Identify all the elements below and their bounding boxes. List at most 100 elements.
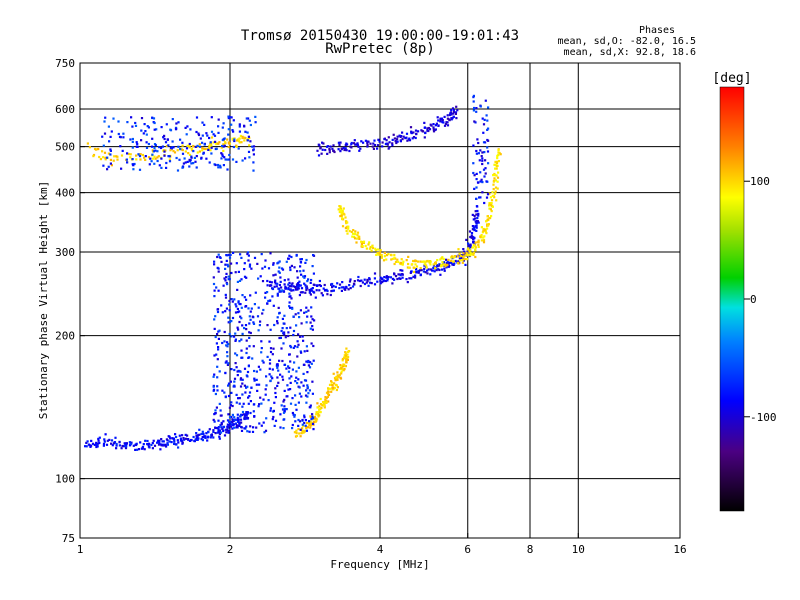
data-point bbox=[385, 275, 388, 278]
data-point bbox=[232, 145, 235, 149]
data-point bbox=[288, 353, 291, 356]
data-point bbox=[265, 375, 268, 378]
data-point bbox=[306, 349, 309, 352]
data-point bbox=[293, 414, 296, 417]
data-point bbox=[337, 208, 340, 211]
data-point bbox=[471, 246, 474, 249]
data-point bbox=[468, 250, 471, 253]
data-point bbox=[230, 415, 233, 419]
data-point bbox=[295, 253, 298, 257]
data-point bbox=[368, 278, 371, 281]
data-point bbox=[157, 439, 160, 442]
data-point bbox=[399, 274, 402, 277]
data-point bbox=[321, 148, 324, 151]
data-point bbox=[291, 423, 294, 427]
data-point bbox=[450, 261, 453, 265]
data-point bbox=[354, 230, 357, 233]
data-point bbox=[322, 401, 325, 404]
data-point bbox=[481, 181, 484, 184]
data-point bbox=[344, 288, 347, 291]
data-point bbox=[208, 144, 212, 148]
data-point bbox=[273, 323, 276, 327]
data-point bbox=[321, 141, 324, 144]
data-point bbox=[235, 262, 238, 265]
data-point bbox=[432, 128, 435, 131]
data-point bbox=[237, 270, 240, 273]
data-point bbox=[490, 199, 494, 202]
data-point bbox=[109, 158, 112, 161]
data-point bbox=[434, 267, 437, 270]
data-point bbox=[230, 262, 233, 265]
data-point bbox=[269, 407, 272, 410]
data-point bbox=[236, 139, 239, 142]
data-point bbox=[278, 271, 281, 274]
data-point bbox=[217, 253, 220, 256]
data-point bbox=[366, 145, 369, 148]
data-point bbox=[319, 284, 322, 288]
data-point bbox=[210, 116, 213, 119]
data-point bbox=[313, 319, 316, 322]
data-point bbox=[477, 152, 480, 155]
data-point bbox=[158, 439, 161, 442]
data-point bbox=[118, 441, 121, 444]
data-point bbox=[244, 391, 247, 394]
data-point bbox=[469, 252, 472, 255]
data-point bbox=[229, 116, 232, 119]
data-point bbox=[450, 259, 453, 262]
data-point bbox=[108, 438, 111, 441]
data-point bbox=[396, 258, 399, 261]
data-point bbox=[151, 157, 155, 160]
data-point bbox=[439, 117, 442, 120]
data-point bbox=[157, 155, 160, 158]
data-point bbox=[396, 140, 399, 143]
data-point bbox=[115, 442, 118, 446]
data-point bbox=[324, 148, 327, 152]
data-point bbox=[174, 128, 178, 131]
data-point bbox=[406, 139, 409, 142]
data-point bbox=[172, 150, 175, 153]
data-point bbox=[332, 372, 335, 375]
data-point bbox=[322, 402, 325, 405]
x-tick-label: 8 bbox=[527, 543, 534, 556]
data-point bbox=[213, 260, 216, 263]
data-point bbox=[135, 158, 138, 161]
data-point bbox=[259, 368, 262, 371]
data-point bbox=[445, 258, 448, 261]
data-point bbox=[154, 149, 157, 152]
data-point bbox=[181, 152, 185, 155]
data-point bbox=[201, 149, 204, 152]
data-point bbox=[165, 438, 168, 441]
data-point bbox=[385, 142, 388, 145]
data-point bbox=[195, 432, 198, 435]
data-point bbox=[334, 379, 337, 382]
data-point bbox=[340, 147, 343, 150]
data-point bbox=[264, 429, 268, 432]
data-point bbox=[152, 117, 156, 120]
data-point bbox=[172, 437, 175, 440]
data-point bbox=[125, 442, 128, 445]
data-point bbox=[274, 279, 277, 282]
data-point bbox=[295, 324, 298, 327]
data-point bbox=[356, 231, 360, 234]
data-point bbox=[153, 162, 156, 165]
data-point bbox=[279, 280, 282, 283]
data-point bbox=[391, 142, 394, 145]
data-point bbox=[239, 134, 242, 138]
data-point bbox=[135, 154, 138, 157]
data-point bbox=[254, 115, 257, 118]
data-point bbox=[487, 162, 490, 165]
data-point bbox=[340, 370, 343, 373]
data-point bbox=[345, 361, 348, 364]
data-point bbox=[413, 270, 416, 274]
data-point bbox=[494, 186, 498, 189]
data-point bbox=[296, 382, 299, 385]
data-point bbox=[438, 263, 441, 266]
data-point bbox=[257, 277, 260, 280]
data-point bbox=[252, 321, 255, 324]
data-point bbox=[254, 121, 257, 124]
data-point bbox=[179, 148, 182, 151]
data-point bbox=[497, 149, 500, 152]
data-point bbox=[424, 131, 427, 135]
data-point bbox=[291, 368, 294, 371]
data-point bbox=[135, 145, 138, 148]
